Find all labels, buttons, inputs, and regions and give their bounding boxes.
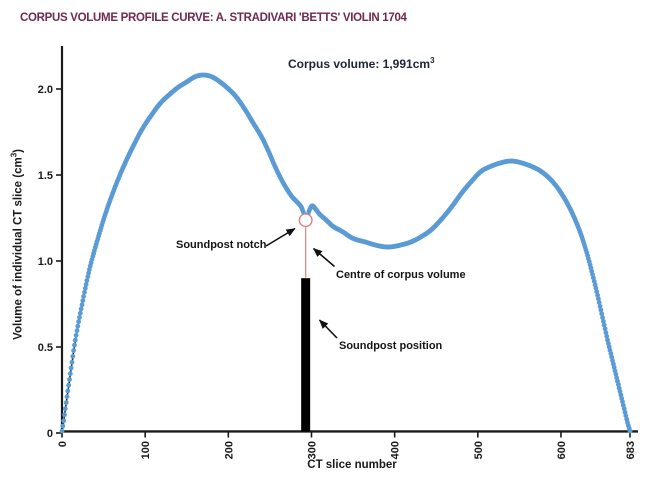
x-tick-label: 300 (306, 441, 318, 459)
chart-title: CORPUS VOLUME PROFILE CURVE: A. STRADIVA… (20, 12, 407, 24)
corpus-volume-superscript: 3 (430, 56, 435, 65)
x-tick-label: 400 (390, 441, 402, 459)
soundpost-notch-arrow-icon (265, 227, 296, 247)
y-axis-title-superscript: 3 (9, 152, 19, 158)
x-tick-label: 0 (57, 441, 69, 447)
y-tick-label: 1.0 (38, 256, 53, 268)
curve-data-dots (59, 72, 633, 434)
annotation-centre-of-corpus-volume: Centre of corpus volume (336, 269, 466, 281)
x-tick-label: 683 (625, 441, 637, 459)
x-axis-title: CT slice number (307, 459, 397, 471)
corpus-volume-annotation: Corpus volume: 1,991cm3 (288, 56, 435, 71)
curve-outline (61, 75, 631, 433)
centre-of-corpus-arrow-icon (312, 247, 336, 268)
y-tick-label: 0 (47, 428, 53, 440)
x-tick-label: 500 (473, 441, 485, 459)
x-tick-label: 600 (556, 441, 568, 459)
x-tick-label: 100 (140, 441, 152, 459)
annotation-soundpost-position: Soundpost position (339, 340, 443, 352)
soundpost-position-arrow-icon (318, 319, 338, 339)
x-tick-label: 200 (223, 441, 235, 459)
y-tick-label: 1.5 (38, 170, 53, 182)
y-axis-title-text: Volume of individual CT slice (cm (12, 157, 25, 340)
y-axis-title-suffix: ) (12, 148, 25, 153)
annotation-soundpost-notch: Soundpost notch (176, 239, 267, 251)
soundpost-position-bar (301, 278, 311, 432)
y-tick-label: 2.0 (38, 84, 53, 96)
y-tick-label: 0.5 (38, 342, 53, 354)
corpus-volume-text: Corpus volume: 1,991cm (288, 57, 431, 71)
soundpost-notch-circle (298, 213, 313, 228)
y-axis-title: Volume of individual CT slice (cm3) (10, 124, 25, 364)
